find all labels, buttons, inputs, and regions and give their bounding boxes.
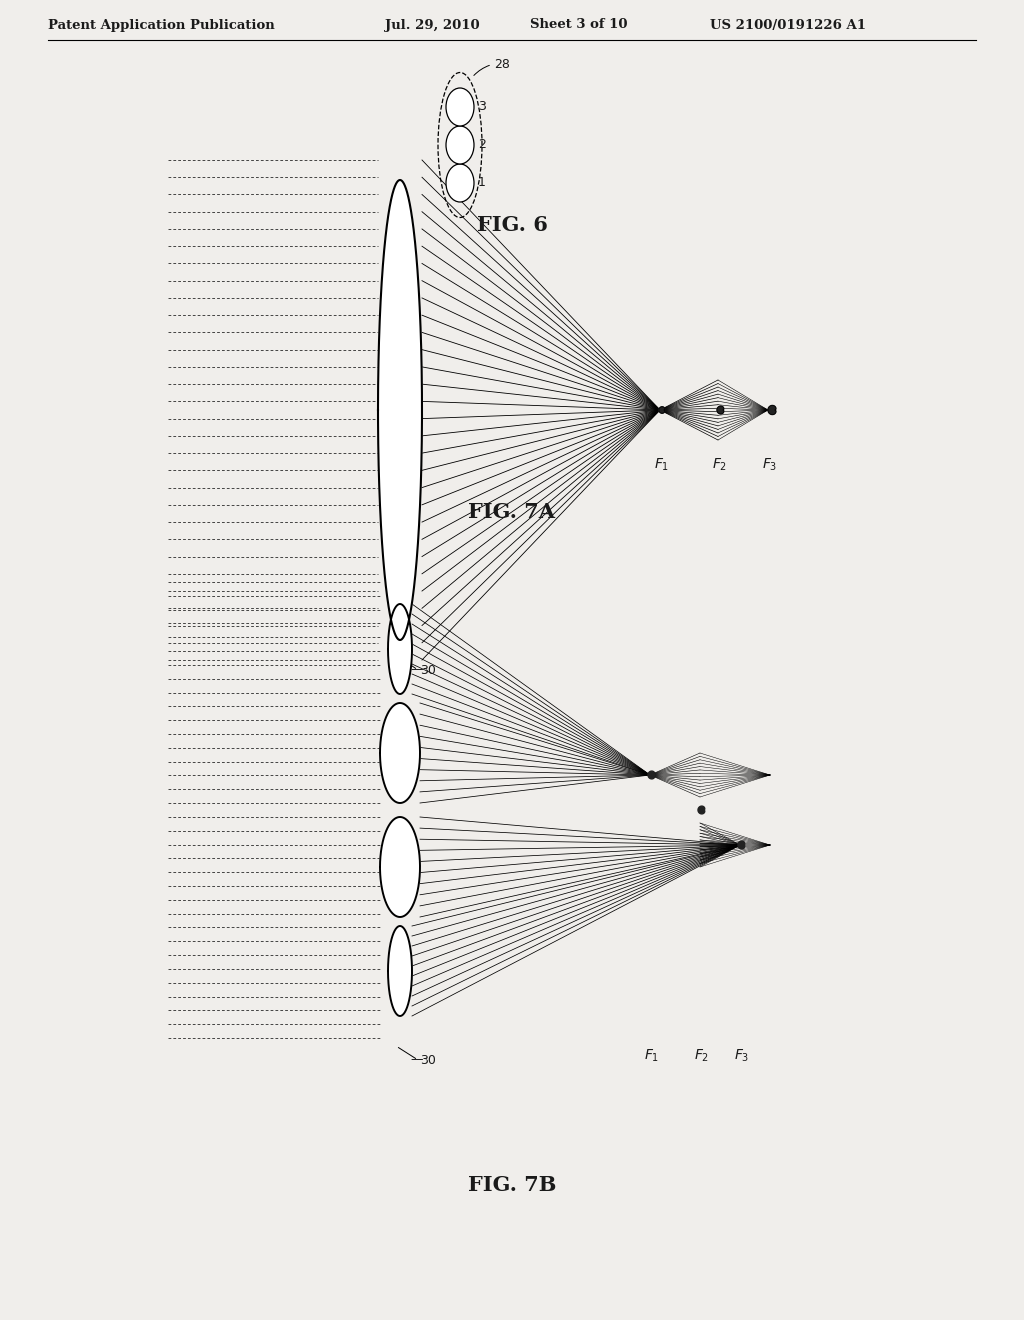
Text: 3: 3 bbox=[478, 100, 485, 114]
Polygon shape bbox=[768, 405, 776, 414]
Text: 1: 1 bbox=[478, 177, 485, 190]
Text: FIG. 6: FIG. 6 bbox=[476, 215, 548, 235]
Ellipse shape bbox=[446, 88, 474, 125]
Text: $F_1$: $F_1$ bbox=[644, 1048, 659, 1064]
Text: $F_2$: $F_2$ bbox=[713, 457, 728, 473]
Text: 30: 30 bbox=[420, 1053, 436, 1067]
Text: $F_3$: $F_3$ bbox=[734, 1048, 750, 1064]
Polygon shape bbox=[380, 817, 420, 917]
Text: US 2100/0191226 A1: US 2100/0191226 A1 bbox=[710, 18, 866, 32]
Polygon shape bbox=[738, 841, 744, 849]
Polygon shape bbox=[698, 807, 705, 814]
Text: Patent Application Publication: Patent Application Publication bbox=[48, 18, 274, 32]
Polygon shape bbox=[388, 605, 412, 694]
Text: $F_1$: $F_1$ bbox=[654, 457, 670, 473]
Polygon shape bbox=[659, 407, 665, 413]
Text: 28: 28 bbox=[494, 58, 510, 71]
Text: —: — bbox=[410, 1053, 423, 1067]
Text: $F_2$: $F_2$ bbox=[694, 1048, 710, 1064]
Polygon shape bbox=[380, 704, 420, 803]
Ellipse shape bbox=[446, 164, 474, 202]
Text: —: — bbox=[410, 664, 423, 676]
Text: Sheet 3 of 10: Sheet 3 of 10 bbox=[530, 18, 628, 32]
Polygon shape bbox=[717, 407, 724, 414]
Ellipse shape bbox=[446, 125, 474, 164]
Text: FIG. 7A: FIG. 7A bbox=[469, 502, 555, 521]
Text: Jul. 29, 2010: Jul. 29, 2010 bbox=[385, 18, 479, 32]
Polygon shape bbox=[378, 180, 422, 640]
Polygon shape bbox=[388, 927, 412, 1016]
Text: 30: 30 bbox=[420, 664, 436, 676]
Text: FIG. 7B: FIG. 7B bbox=[468, 1175, 556, 1195]
Text: 2: 2 bbox=[478, 139, 485, 152]
Polygon shape bbox=[648, 771, 654, 779]
Text: $F_3$: $F_3$ bbox=[762, 457, 777, 473]
